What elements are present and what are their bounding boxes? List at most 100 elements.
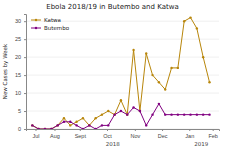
- x-tick: Jan: [185, 129, 194, 139]
- x-tick-mark: [35, 129, 36, 131]
- series-marker: [132, 49, 134, 51]
- legend-entry: Katwa: [31, 17, 61, 23]
- series-marker: [158, 81, 160, 83]
- chart: 051015202530JulAugSeptOctNovDecJanFeb201…: [0, 0, 225, 159]
- series-marker: [145, 52, 147, 54]
- x-tick-label: Dec: [158, 133, 168, 139]
- series-marker: [145, 124, 147, 126]
- series-marker: [126, 113, 128, 115]
- series-line: [32, 104, 209, 129]
- legend: Katwa Butembo: [31, 17, 70, 31]
- series-marker: [132, 106, 134, 108]
- title: Ebola 2018/19 in Butembo and Katwa: [46, 3, 179, 11]
- x-tick-label: Aug: [50, 133, 60, 139]
- annotation: 2018: [106, 141, 120, 147]
- series-marker: [196, 27, 198, 29]
- x-tick: Dec: [158, 129, 168, 139]
- series-marker: [158, 103, 160, 105]
- y-tick: 20: [15, 54, 26, 60]
- x-tick-label: Nov: [130, 133, 140, 139]
- series-marker: [202, 56, 204, 58]
- series-marker: [126, 113, 128, 115]
- series-marker: [151, 74, 153, 76]
- grid-line: [26, 75, 219, 76]
- x-tick-mark: [189, 129, 190, 131]
- x-tick-mark: [135, 129, 136, 131]
- series-marker: [107, 124, 109, 126]
- series-marker: [69, 124, 71, 126]
- y-tick-mark: [24, 75, 26, 76]
- x-tick: Nov: [130, 129, 140, 139]
- series-marker: [139, 110, 141, 112]
- series-marker: [88, 124, 90, 126]
- series-marker: [94, 128, 96, 129]
- series-marker: [170, 113, 172, 115]
- legend-swatch: [31, 28, 41, 29]
- grid: [26, 21, 219, 129]
- series-marker: [202, 113, 204, 115]
- y-tick-label: 0: [18, 126, 21, 132]
- grid-line: [26, 39, 219, 40]
- y-tick-label: 20: [15, 54, 21, 60]
- x-tick-mark: [162, 129, 163, 131]
- series-marker: [63, 117, 65, 119]
- x-tick-label: Jan: [185, 133, 194, 139]
- series-marker: [120, 110, 122, 112]
- annotation: 2019: [194, 141, 208, 147]
- grid-line: [26, 57, 219, 58]
- x-tick: Sept: [75, 129, 87, 139]
- y-tick: 10: [15, 90, 26, 96]
- series-marker: [183, 113, 185, 115]
- legend-marker: [35, 27, 37, 29]
- y-tick-mark: [24, 21, 26, 22]
- x-axis-line: [27, 130, 220, 132]
- marks: [31, 16, 211, 129]
- x-tick: Oct: [103, 129, 112, 139]
- series-marker: [164, 113, 166, 115]
- series-marker: [101, 124, 103, 126]
- x-tick-mark: [80, 129, 81, 131]
- series: [31, 16, 211, 129]
- y-tick-label: 10: [15, 90, 21, 96]
- y-tick-mark: [24, 129, 26, 130]
- legend-label: Katwa: [44, 17, 61, 23]
- series-marker: [189, 113, 191, 115]
- series-marker: [196, 113, 198, 115]
- y-tick-label: 30: [15, 18, 21, 24]
- x-tick: Aug: [50, 129, 60, 139]
- series-marker: [183, 20, 185, 22]
- series-marker: [107, 110, 109, 112]
- series-marker: [37, 128, 39, 129]
- y-tick-label: 25: [15, 36, 21, 42]
- series-marker: [44, 128, 46, 129]
- x-tick-mark: [213, 129, 214, 131]
- series-marker: [151, 113, 153, 115]
- y-tick: 15: [15, 72, 26, 78]
- series-marker: [177, 67, 179, 69]
- y-tick-mark: [24, 57, 26, 58]
- series-marker: [56, 124, 58, 126]
- series-line: [32, 18, 209, 129]
- y-axis-title: New Cases by Week: [2, 43, 9, 99]
- series-marker: [139, 110, 141, 112]
- series-marker: [120, 99, 122, 101]
- series-marker: [208, 81, 210, 83]
- series-marker: [189, 16, 191, 18]
- x-tick: Jul: [32, 129, 39, 139]
- series-marker: [31, 124, 33, 126]
- series-marker: [56, 124, 58, 126]
- series: [31, 103, 211, 129]
- y-tick: 30: [15, 18, 26, 24]
- series-marker: [170, 67, 172, 69]
- legend-entry: Butembo: [31, 25, 70, 31]
- y-tick-label: 15: [15, 72, 21, 78]
- y-tick: 0: [18, 126, 26, 132]
- series-marker: [113, 113, 115, 115]
- series-marker: [164, 88, 166, 90]
- series-marker: [63, 121, 65, 123]
- series-marker: [88, 124, 90, 126]
- series-marker: [31, 124, 33, 126]
- series-marker: [69, 121, 71, 123]
- legend-label: Butembo: [44, 25, 70, 31]
- legend-marker: [35, 19, 37, 21]
